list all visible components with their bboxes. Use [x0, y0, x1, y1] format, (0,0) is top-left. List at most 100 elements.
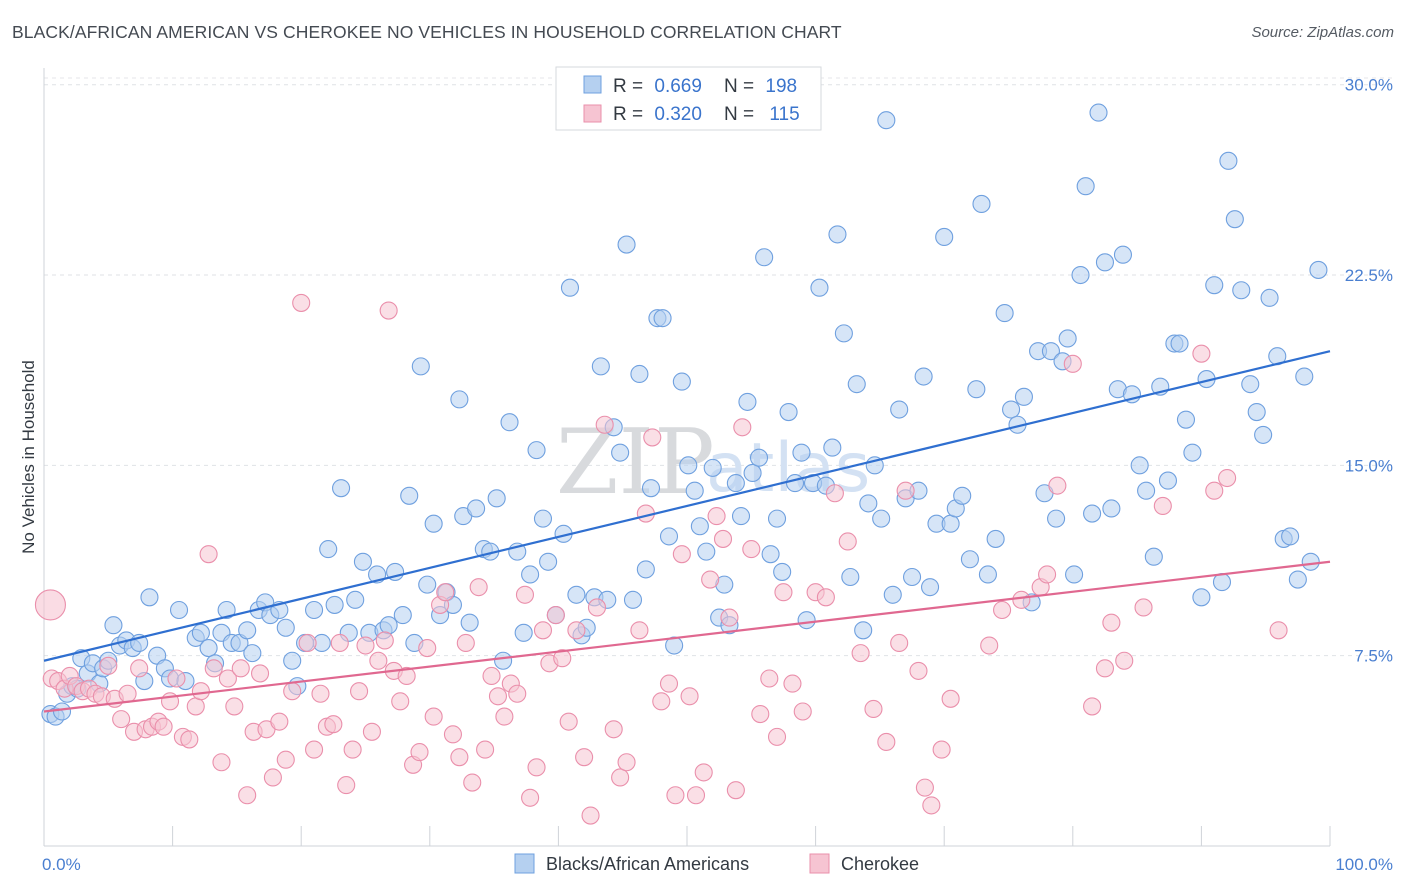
blacks-point-66: [460, 613, 479, 632]
blacks-point-142: [935, 227, 954, 247]
cherokee-trend-line: [43, 560, 1331, 713]
blacks-point-56: [400, 486, 419, 505]
cherokee-point-138: [1134, 598, 1153, 617]
cherokee-point-111: [783, 674, 802, 693]
cherokee-point-116: [838, 532, 857, 551]
cherokee-point-110: [774, 583, 793, 602]
blacks-point-188: [1241, 375, 1260, 394]
svg-text:N = 198: N = 198: [724, 76, 797, 97]
cherokee-point-70: [488, 687, 508, 706]
cherokee-point-68: [476, 740, 495, 759]
cherokee-point-47: [343, 740, 362, 759]
y-axis-label: No Vehicles in Household: [19, 360, 38, 554]
cherokee-point-141: [1205, 481, 1224, 500]
source-label: Source: ZipAtlas.com: [1251, 24, 1394, 41]
cherokee-point-25: [199, 545, 218, 564]
blacks-point-104: [703, 458, 722, 477]
cherokee-point-114: [816, 588, 835, 607]
cherokee-point-132: [1048, 476, 1067, 495]
blacks-point-163: [1071, 265, 1090, 285]
blacks-point-55: [393, 606, 412, 625]
cherokee-point-85: [587, 598, 607, 617]
cherokee-point-80: [553, 649, 572, 668]
cherokee-point-86: [595, 415, 614, 434]
legend-n-label-2: N =: [724, 104, 759, 125]
blacks-point-75: [521, 565, 540, 584]
legend-swatch-blacks: [583, 75, 602, 94]
blacks-point-59: [418, 575, 437, 594]
cherokee-point-98: [686, 786, 706, 805]
cherokee-point-12: [118, 684, 137, 703]
blacks-point-46: [332, 479, 351, 498]
cherokee-point-39: [292, 293, 311, 312]
cherokee-point-67: [469, 578, 488, 597]
blacks-point-137: [902, 567, 922, 587]
blacks-point-132: [872, 509, 891, 528]
cherokee-point-46: [337, 776, 356, 795]
blacks-point-29: [217, 600, 236, 620]
cherokee-point-40: [298, 633, 317, 653]
legend-n-value-2: 115: [769, 104, 799, 125]
cherokee-point-81: [559, 712, 578, 731]
cherokee-point-20: [167, 669, 186, 688]
cherokee-point-60: [424, 707, 443, 726]
cherokee-point-104: [726, 781, 745, 800]
blacks-point-58: [411, 357, 430, 376]
blacks-point-150: [986, 529, 1005, 548]
x-tick-labels: 0.0% 100.0%: [42, 855, 1393, 874]
cherokee-point-136: [1102, 613, 1121, 632]
blacks-point-25: [191, 623, 210, 642]
blacks-point-64: [450, 390, 469, 409]
blacks-point-113: [755, 248, 774, 267]
cherokee-point-92: [643, 428, 662, 447]
cherokee-point-77: [533, 621, 553, 640]
cherokee-point-62: [436, 583, 455, 602]
blacks-point-125: [828, 225, 847, 244]
blacks-point-176: [1158, 471, 1178, 490]
cherokee-point-23: [186, 697, 205, 716]
legend-n-value-1: 198: [765, 76, 797, 97]
blacks-point-186: [1225, 210, 1244, 229]
legend-swatch-cherokee: [583, 104, 602, 123]
blacks-point-78: [539, 552, 558, 571]
cherokee-point-101: [707, 507, 726, 526]
cherokee-point-107: [751, 704, 770, 724]
cherokee-point-29: [225, 697, 244, 716]
blacks-point-108: [726, 474, 745, 493]
blacks-point-190: [1254, 425, 1273, 444]
blacks-point-129: [854, 621, 873, 640]
cherokee-point-106: [742, 540, 761, 559]
blacks-point-32: [238, 621, 257, 640]
svg-text:N = 115: N = 115: [724, 104, 800, 125]
blacks-point-99: [672, 372, 691, 391]
cherokee-point-142: [1218, 468, 1237, 488]
cherokee-point-74: [515, 585, 535, 604]
blacks-point-110: [738, 392, 757, 411]
grid-lines: [44, 77, 1394, 657]
cherokee-point-large: [34, 589, 66, 621]
blacks-point-173: [1137, 481, 1156, 500]
blacks-point-86: [591, 357, 610, 376]
blacks-point-42: [305, 600, 324, 620]
cherokee-point-64: [450, 748, 469, 767]
blacks-point-82: [567, 585, 586, 604]
cherokee-point-73: [508, 684, 527, 703]
cherokee-point-99: [694, 763, 713, 782]
blacks-point-117: [779, 403, 798, 422]
cherokee-point-139: [1153, 496, 1172, 515]
cherokee-point-35: [263, 768, 282, 787]
cherokee-point-118: [864, 699, 883, 719]
cherokee-point-55: [391, 692, 410, 711]
y-tick-label-1: 15.0%: [1345, 456, 1393, 475]
bottom-legend-label-cherokee: Cherokee: [841, 854, 919, 874]
blacks-point-39: [283, 651, 302, 670]
cherokee-point-22: [180, 730, 199, 749]
cherokee-point-14: [130, 659, 149, 678]
blacks-point-44: [319, 540, 338, 559]
blacks-point-198: [1309, 260, 1328, 279]
cherokee-point-30: [231, 659, 250, 678]
blacks-point-97: [659, 527, 679, 546]
blacks-point-162: [1065, 565, 1084, 584]
cherokee-point-18: [154, 717, 173, 736]
cherokee-point-124: [922, 796, 941, 815]
